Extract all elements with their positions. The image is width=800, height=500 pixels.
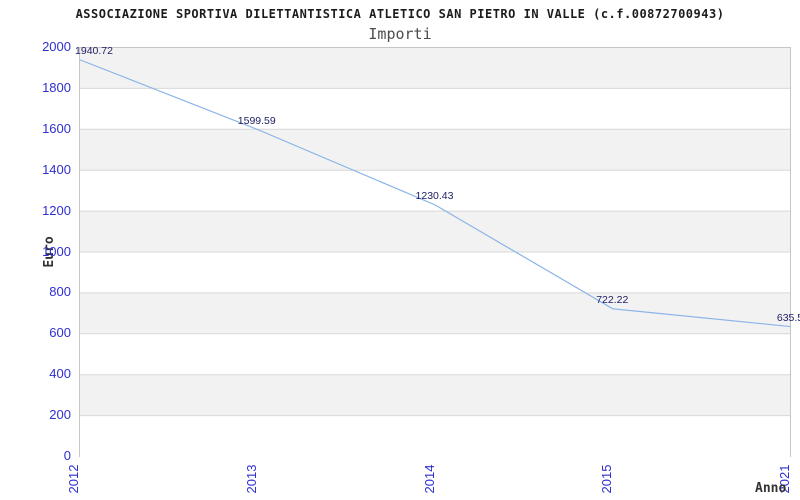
x-tick-label: 2015 (599, 464, 615, 494)
plot-band (80, 129, 790, 171)
y-tick-label: 800 (49, 284, 71, 300)
plot-band (80, 88, 790, 130)
x-tick-label: 2012 (66, 464, 81, 494)
x-axis-title: Anno (755, 481, 787, 496)
plot-band (80, 333, 790, 375)
plot-area (79, 47, 791, 457)
plot-border (79, 47, 791, 457)
data-point-label: 722.22 (596, 294, 629, 307)
data-point-label: 1230.43 (415, 190, 454, 203)
y-tick-label: 200 (49, 407, 71, 423)
plot-band (80, 211, 790, 252)
y-tick-label: 1800 (42, 79, 71, 95)
plot-band (80, 47, 790, 89)
data-line (79, 59, 791, 328)
y-tick-label: 400 (49, 366, 71, 382)
data-point-label: 635.5 (776, 312, 800, 325)
plot-band (80, 292, 790, 334)
plot-band (80, 415, 790, 457)
y-tick-label: 600 (49, 325, 71, 341)
chart-title: ASSOCIAZIONE SPORTIVA DILETTANTISTICA AT… (75, 7, 725, 21)
plot-band (80, 374, 790, 416)
x-tick-label: 2014 (421, 464, 437, 494)
chart-subtitle: Importi (368, 25, 432, 43)
y-tick-label: 1200 (42, 202, 71, 218)
plot-band (80, 252, 790, 293)
data-point-label: 1940.72 (75, 45, 113, 58)
y-tick-label: 0 (63, 448, 71, 463)
y-tick-label: 1000 (42, 243, 71, 259)
data-point-label: 1599.59 (237, 114, 276, 127)
x-tick-label: 2013 (243, 464, 259, 494)
y-tick-label: 1400 (42, 161, 71, 177)
y-tick-label: 2000 (42, 39, 71, 54)
y-tick-label: 1600 (42, 120, 71, 136)
